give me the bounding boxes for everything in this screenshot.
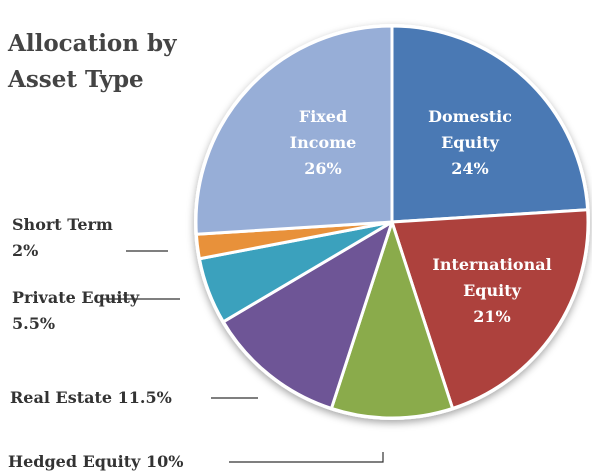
category-label: Real Estate (10, 388, 113, 407)
value-label: 26% (304, 159, 342, 178)
slices (194, 24, 590, 420)
value-label: 21% (473, 307, 511, 326)
pie-slice (390, 208, 590, 410)
leader-line (229, 452, 384, 463)
slice-label: Domestic Equity 24% (405, 104, 535, 182)
pie-slice (194, 24, 394, 236)
slice-label: Private Equity 5.5% (12, 285, 142, 337)
value-label: 2% (12, 241, 39, 260)
value-label: 5.5% (12, 314, 56, 333)
category-label: International Equity (432, 255, 552, 300)
chart-title: Allocation by Asset Type (8, 30, 177, 93)
pie-slice (329, 220, 455, 420)
value-label: 24% (451, 159, 489, 178)
slice-label: International Equity 21% (412, 252, 572, 330)
slice-label: Hedged Equity 10% (8, 449, 248, 472)
pie-slice (221, 220, 394, 410)
category-label: Domestic Equity (428, 107, 512, 152)
category-label: Fixed Income (289, 107, 357, 152)
leader-lines (103, 250, 384, 463)
pie-slice (390, 24, 590, 224)
slice-label: Fixed Income 26% (268, 104, 378, 182)
category-label: Hedged Equity (8, 452, 141, 471)
value-label: 11.5% (117, 388, 172, 407)
slice-label: Short Term 2% (12, 212, 122, 264)
category-label: Short Term (12, 215, 113, 234)
value-label: 10% (145, 452, 184, 471)
slice-label: Real Estate 11.5% (10, 385, 230, 411)
category-label: Private Equity (12, 288, 140, 307)
